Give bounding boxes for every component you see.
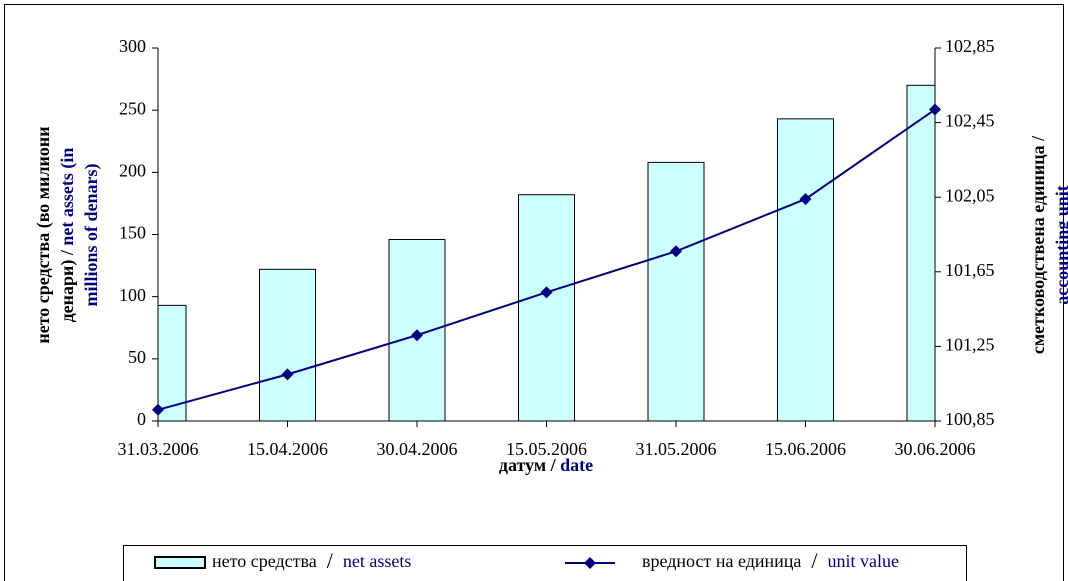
y-label-part: net assets (in [57,148,78,246]
y-label: нето средства (во милиони денари) / net a… [33,126,102,343]
marker [281,368,294,381]
y2-tick-label: 102,45 [945,111,995,131]
legend-label: вредност на единица / unit value [642,548,899,573]
x-label: датум / date [499,455,593,475]
x-tick-label: 31.05.2006 [636,439,717,459]
y2-tick-label: 102,05 [945,185,995,205]
y-tick-label: 200 [119,160,146,180]
x-tick-label: 15.06.2006 [765,439,846,459]
y-tick-label: 0 [137,409,146,429]
y-tick-label: 300 [119,36,146,56]
legend-part: net assets [343,551,411,571]
x-tick-label: 15.05.2006 [506,439,587,459]
legend [123,545,967,581]
y-label-part: millions of denars) [81,163,102,306]
legend-part: нето средства [212,551,317,571]
legend-swatch [154,556,206,569]
x-tick-label: 30.06.2006 [895,439,976,459]
x-label-en: date [560,455,593,475]
y-label-part: нето средства (во милиони [33,126,54,343]
marker [929,103,941,116]
legend-part: / [811,548,818,573]
legend-part: вредност на единица [642,551,801,571]
legend-label: нето средства / net assets [212,548,411,573]
bar [777,118,834,422]
bar [259,268,316,422]
legend-marker [584,557,596,569]
y-tick-label: 150 [119,223,146,243]
y2-tick-label: 101,25 [945,335,995,355]
marker [540,286,553,299]
y-tick-label: 250 [119,98,146,118]
y2-tick-label: 102,85 [945,36,995,56]
marker [799,193,812,206]
legend-part: unit value [828,551,899,571]
bar [647,161,705,422]
x-label-mk: датум / [499,455,560,475]
bar [158,304,187,422]
y2-tick-label: 100,85 [945,409,995,429]
x-tick-label: 31.03.2006 [118,439,199,459]
legend-part: / [327,548,334,573]
y2-label: сметководствена единица / accounting unit [1028,135,1068,354]
y2-label-part: сметководствена единица / [1028,135,1048,354]
y-tick-label: 50 [128,347,146,367]
y2-tick-label: 101,65 [945,260,995,280]
x-tick-label: 30.04.2006 [377,439,458,459]
y2-label-part: accounting unit [1052,185,1068,305]
bar [518,194,575,422]
marker [152,403,164,416]
y-label-part: денари) / [57,246,78,323]
x-tick-label: 15.04.2006 [247,439,328,459]
frame [4,4,1064,581]
bar [906,84,935,422]
marker [670,245,682,258]
marker [411,329,423,342]
y-tick-label: 100 [119,285,146,305]
